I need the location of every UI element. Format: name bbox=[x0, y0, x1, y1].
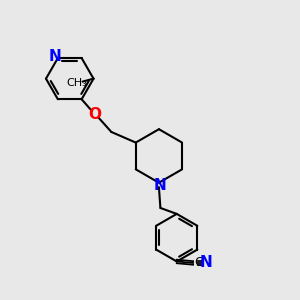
Text: CH₃: CH₃ bbox=[67, 78, 88, 88]
Text: N: N bbox=[200, 255, 213, 270]
Text: C: C bbox=[195, 256, 203, 269]
Text: O: O bbox=[88, 106, 101, 122]
Text: N: N bbox=[49, 49, 62, 64]
Text: N: N bbox=[153, 178, 166, 193]
